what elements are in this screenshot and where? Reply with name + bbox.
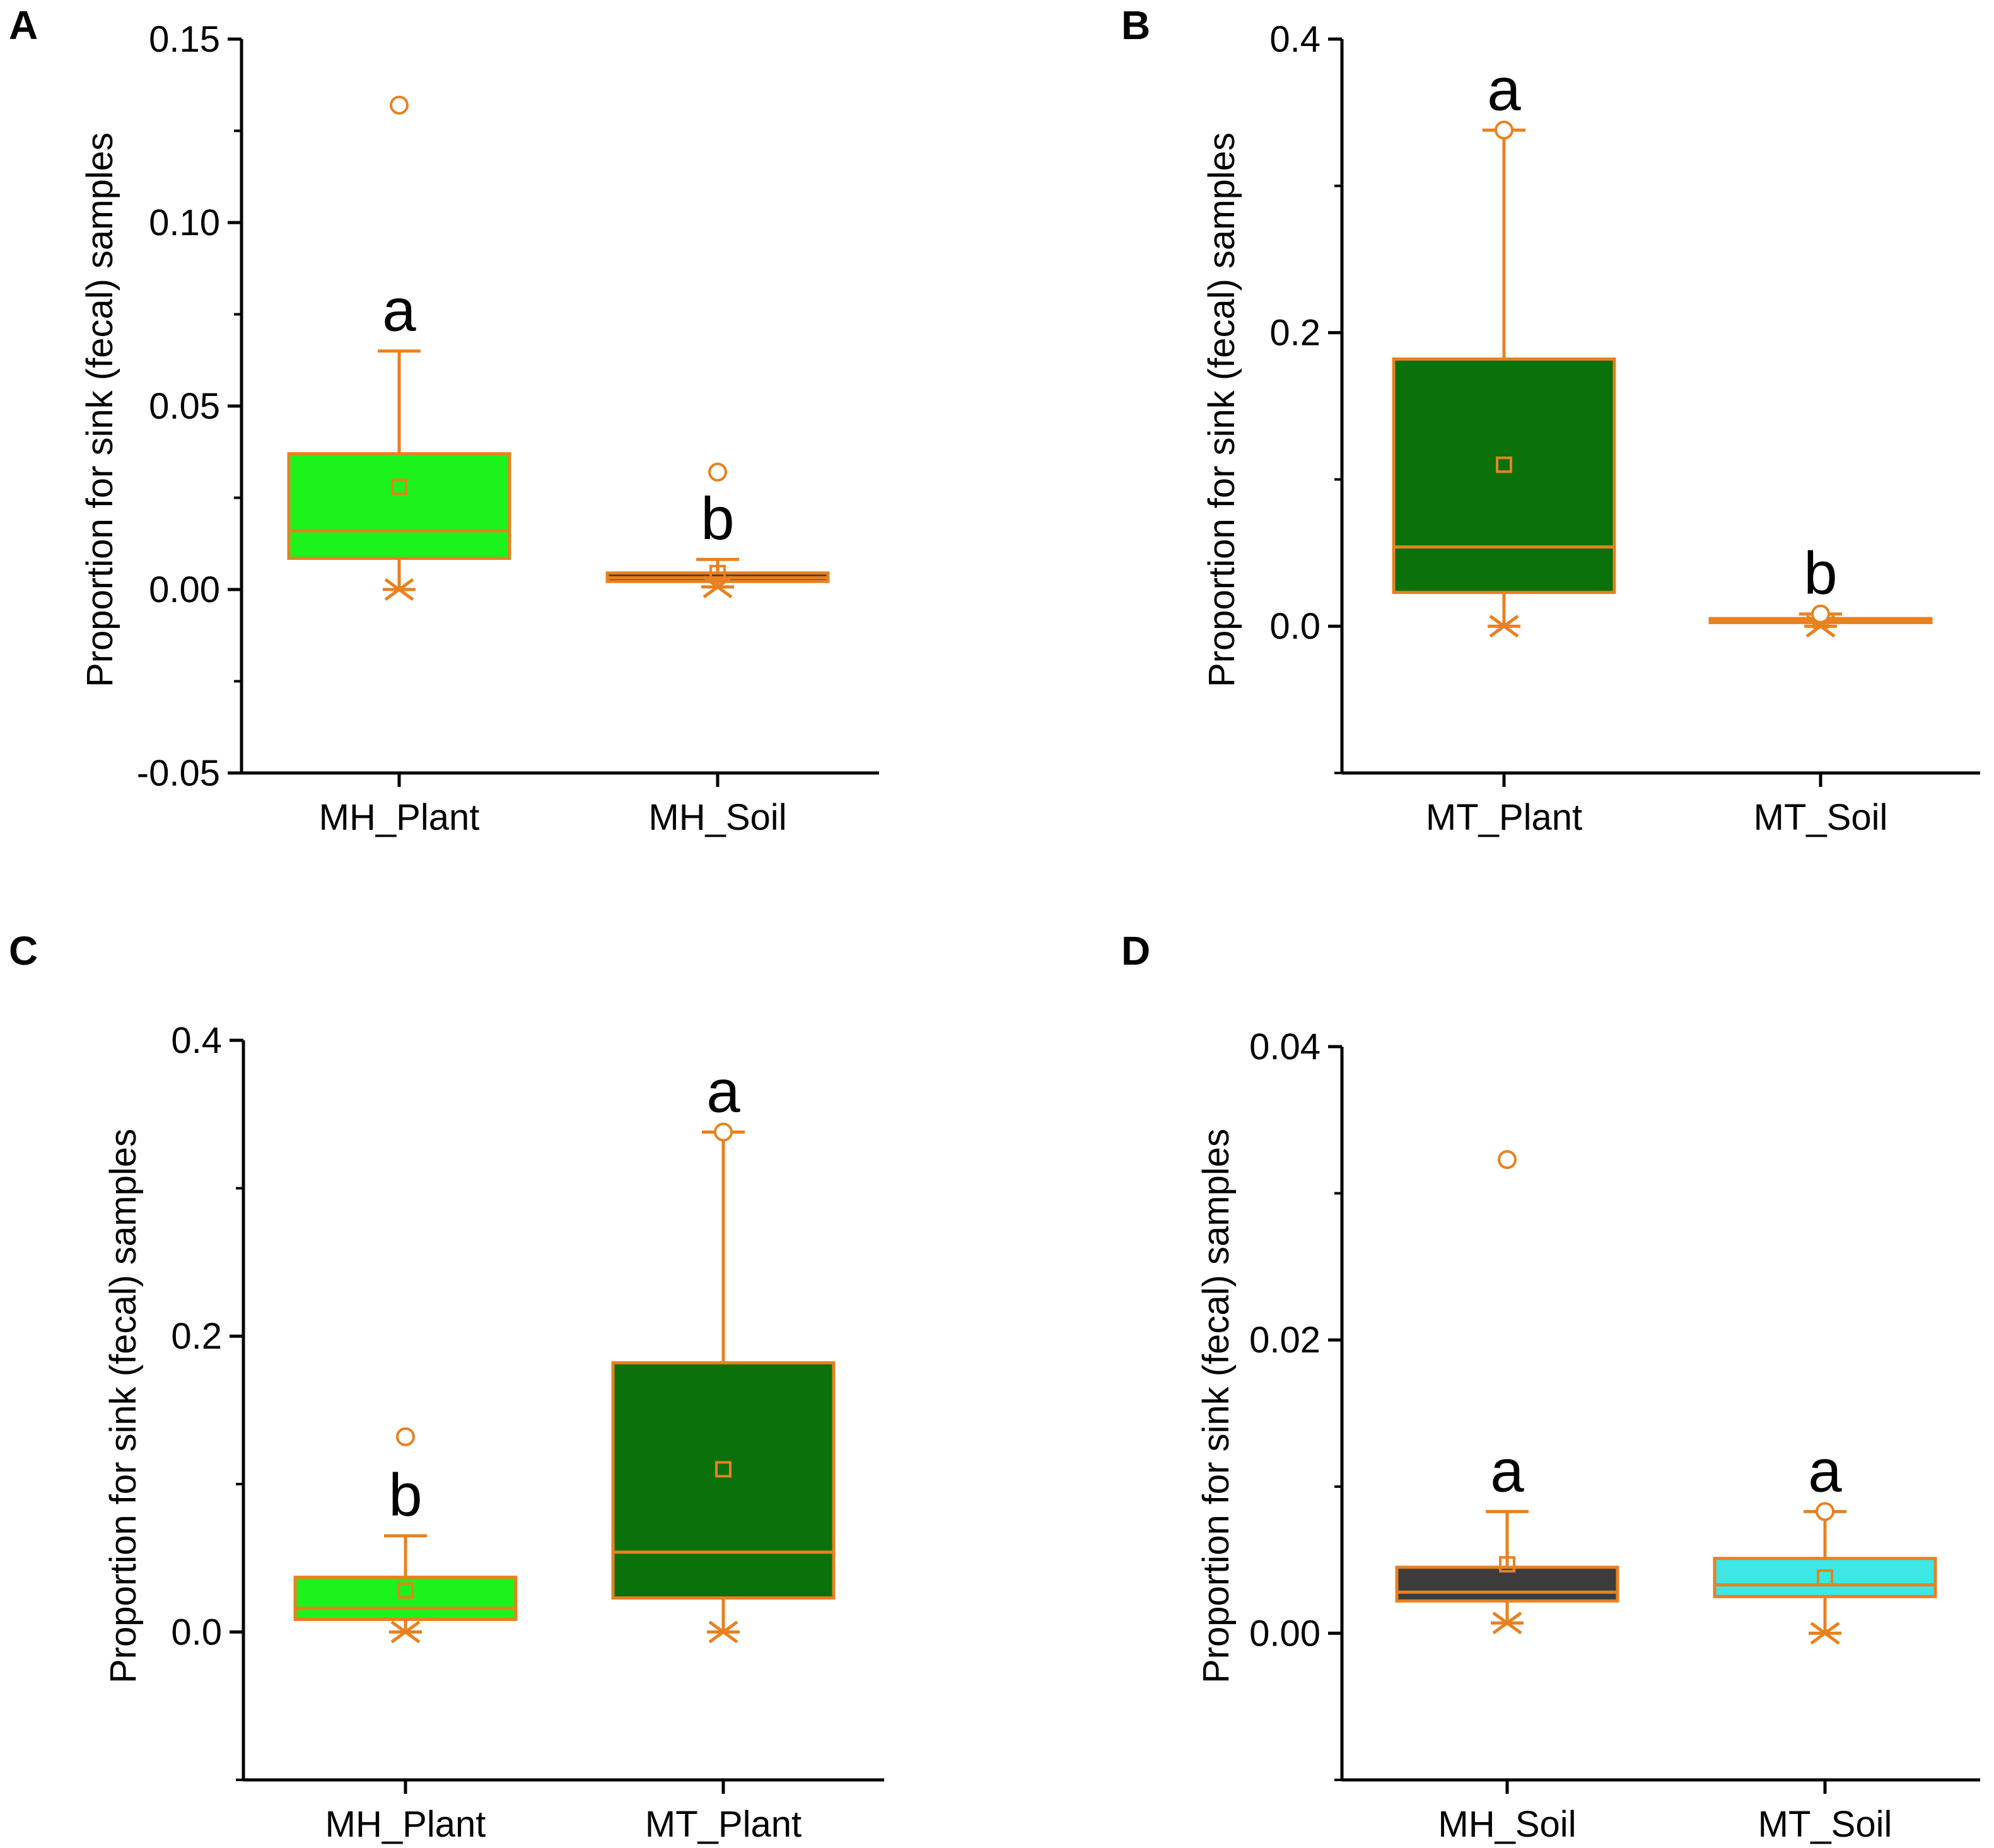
min-marker (1804, 615, 1837, 638)
significance-letter: a (706, 1057, 740, 1125)
mean-marker (397, 1582, 414, 1599)
y-tick-label: 0.05 (149, 386, 220, 427)
min-marker (707, 1620, 740, 1644)
box-group-mh-plant: MH_Plant b (293, 1427, 518, 1845)
x-category-label: MH_Plant (325, 1804, 486, 1845)
y-tick-label: 0.02 (1249, 1320, 1321, 1361)
min-marker (1491, 1612, 1524, 1635)
y-axis-label: Proportion for sink (fecal) samples (1196, 1129, 1237, 1683)
y-axis-label: Proportion for sink (fecal) samples (1201, 132, 1242, 687)
box-group-mt-plant: MT_Plant a (1392, 55, 1616, 838)
panel-a: A Proportion for sink (fecal) samples -0… (9, 3, 879, 838)
mean-marker (709, 564, 726, 581)
min-marker (701, 575, 734, 598)
panel-letter: B (1121, 3, 1150, 48)
y-axis-label: Proportion for sink (fecal) samples (79, 132, 120, 687)
box-group-mt-soil: MT_Soil a (1713, 1437, 1937, 1845)
outlier-point (1498, 1150, 1517, 1170)
box-group-mt-soil: MT_Soil b (1708, 540, 1933, 838)
significance-letter: b (1804, 540, 1837, 607)
y-tick-label: 0.4 (171, 1020, 222, 1061)
y-tick-label: 0.15 (149, 19, 220, 60)
y-tick-label: 0.0 (1269, 606, 1321, 647)
iqr-box (1392, 357, 1616, 595)
min-marker (1488, 615, 1520, 638)
min-marker (1809, 1622, 1841, 1645)
x-category-label: MT_Soil (1758, 1804, 1892, 1845)
panel-c: C Proportion for sink (fecal) samples 0.… (9, 928, 884, 1845)
y-tick-label: 0.0 (171, 1612, 222, 1653)
min-marker (383, 578, 416, 601)
panel-letter: C (9, 928, 38, 973)
outlier-point (714, 1122, 733, 1142)
x-category-label: MH_Plant (319, 797, 480, 838)
x-category-label: MH_Soil (1438, 1804, 1576, 1845)
y-tick-label: 0.10 (149, 202, 220, 243)
significance-letter: b (388, 1462, 422, 1529)
x-category-label: MT_Plant (645, 1804, 802, 1845)
mean-marker (1496, 456, 1512, 474)
panel-b: B Proportion for sink (fecal) samples 0.… (1121, 3, 1980, 838)
box-group-mh-plant: MH_Plant a (287, 95, 511, 838)
iqr-box (1395, 1566, 1619, 1603)
significance-letter: a (1487, 55, 1521, 123)
outlier-point (396, 1427, 415, 1446)
mean-marker (1499, 1556, 1515, 1573)
iqr-box (611, 1361, 836, 1600)
y-tick-label: 0.04 (1249, 1026, 1321, 1067)
x-category-label: MH_Soil (648, 797, 786, 838)
mean-marker (715, 1461, 732, 1478)
x-category-label: MT_Soil (1754, 797, 1888, 838)
significance-letter: b (701, 485, 734, 552)
box-group-mt-plant: MT_Plant a (611, 1057, 836, 1845)
mean-marker (391, 479, 407, 496)
outlier-point (1495, 120, 1513, 140)
y-axis-label: Proportion for sink (fecal) samples (103, 1129, 144, 1683)
outlier-point (1816, 1502, 1834, 1521)
significance-letter: a (382, 277, 416, 344)
box-group-mh-soil: MH_Soil a (1395, 1150, 1619, 1845)
y-tick-label: 0.2 (1269, 313, 1321, 354)
significance-letter: a (1490, 1437, 1524, 1504)
outlier-point (708, 462, 727, 482)
box-group-mh-soil: MH_Soil b (605, 462, 830, 838)
y-tick-label: 0.2 (171, 1316, 222, 1357)
outlier-point (390, 95, 409, 115)
x-category-label: MT_Plant (1426, 797, 1582, 838)
y-tick-label: -0.05 (137, 753, 220, 794)
mean-marker (1817, 1569, 1833, 1586)
panel-letter: D (1121, 928, 1150, 973)
min-marker (389, 1620, 422, 1644)
significance-letter: a (1808, 1437, 1842, 1504)
panel-d: D Proportion for sink (fecal) samples 0.… (1121, 928, 1980, 1845)
y-tick-label: 0.00 (149, 569, 220, 610)
iqr-box (1713, 1557, 1937, 1598)
panel-letter: A (9, 3, 38, 48)
y-tick-label: 0.00 (1249, 1613, 1321, 1654)
iqr-box (287, 452, 511, 561)
y-tick-label: 0.4 (1269, 19, 1321, 60)
outlier-point (1811, 604, 1830, 624)
